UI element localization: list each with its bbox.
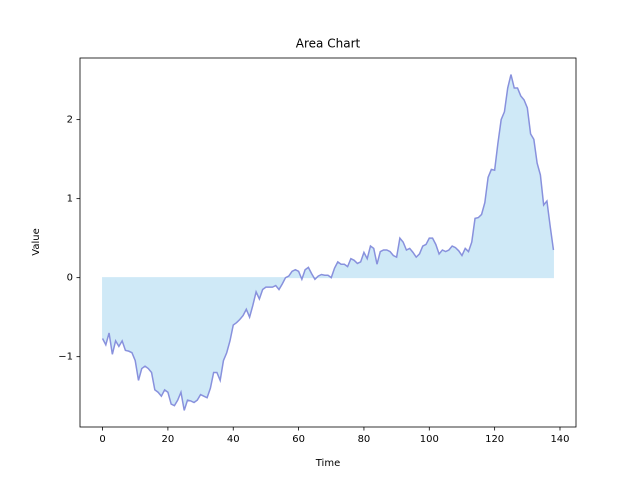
x-tick-label: 100: [420, 434, 439, 445]
x-axis-label: Time: [315, 458, 340, 469]
y-tick-label: 0: [67, 273, 73, 284]
y-axis-label: Value: [31, 228, 42, 255]
chart-title: Area Chart: [296, 37, 361, 51]
y-tick-label: −1: [58, 352, 73, 363]
y-tick-label: 2: [67, 115, 73, 126]
x-tick-label: 80: [358, 434, 371, 445]
x-tick-label: 40: [227, 434, 240, 445]
x-tick-label: 0: [99, 434, 105, 445]
x-tick-label: 20: [162, 434, 175, 445]
x-tick-label: 120: [485, 434, 504, 445]
plot-frame: [79, 57, 577, 428]
x-tick-label: 60: [292, 434, 305, 445]
area-line: [101, 74, 555, 411]
x-tick-label: 140: [550, 434, 569, 445]
y-tick-label: 1: [67, 194, 73, 205]
